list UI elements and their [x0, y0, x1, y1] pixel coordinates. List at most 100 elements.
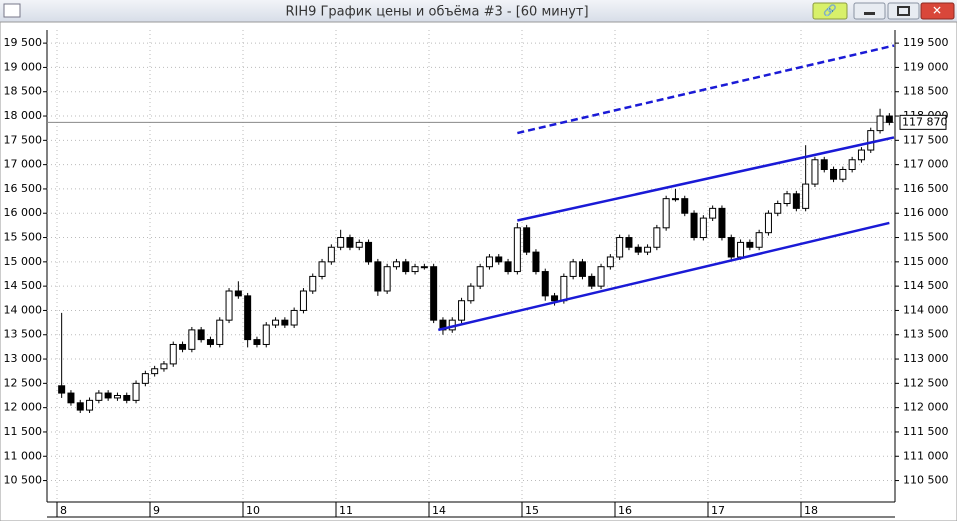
candle-body	[755, 232, 763, 248]
y2-tick-label: 111 500	[903, 425, 949, 438]
candle-body	[206, 339, 214, 345]
candle-body	[764, 212, 772, 234]
y2-tick-label: 117 000	[903, 158, 949, 171]
candle-body	[625, 237, 633, 248]
candle-body	[681, 198, 689, 214]
close-icon: ✕	[932, 4, 942, 18]
minimize-button[interactable]	[853, 2, 886, 20]
candle-body	[383, 266, 391, 292]
candle-body	[839, 168, 847, 180]
candle-body	[569, 261, 577, 277]
candle-body	[885, 115, 893, 123]
candle-body	[411, 266, 419, 273]
trend-line	[438, 221, 890, 332]
candle-body	[513, 227, 521, 273]
y2-tick-label: 115 500	[903, 231, 949, 244]
candle-body	[160, 363, 168, 370]
candle-body	[867, 130, 875, 151]
x-tick-label: 17	[711, 504, 725, 517]
candle-body	[737, 241, 745, 258]
y2-tick-label: 119 500	[903, 36, 949, 49]
y2-tick-label: 114 500	[903, 279, 949, 292]
candle-body	[532, 251, 540, 273]
y2-tick-label: 117 500	[903, 133, 949, 146]
candle-body	[123, 395, 131, 401]
y-tick-label: 16 500	[4, 182, 43, 195]
last-price-box	[899, 114, 947, 130]
candle-body	[634, 246, 642, 253]
y2-tick-label: 110 500	[903, 474, 949, 487]
candle-body	[346, 237, 354, 248]
y-tick-label: 17 500	[4, 133, 43, 146]
x-tick-label: 14	[432, 504, 446, 517]
candle-body	[811, 159, 819, 185]
candle-body	[551, 295, 559, 302]
y-tick-label: 19 500	[4, 36, 43, 49]
title-bar	[0, 0, 957, 22]
candle-body	[113, 395, 121, 399]
y-tick-label: 15 500	[4, 231, 43, 244]
link-button[interactable]	[812, 2, 848, 20]
candle-body	[216, 319, 224, 345]
candle-body	[690, 212, 698, 239]
y-tick-label: 12 500	[4, 376, 43, 389]
candle-body	[179, 343, 187, 350]
candle-body	[578, 261, 586, 277]
y-tick-label: 18 500	[4, 85, 43, 98]
y2-tick-label: 114 000	[903, 303, 949, 316]
maximize-button[interactable]	[887, 2, 920, 20]
candle-body	[857, 149, 865, 161]
candle-body	[244, 295, 252, 341]
candle-body	[197, 329, 205, 341]
y2-tick-label: 112 500	[903, 376, 949, 389]
trend-line	[517, 44, 895, 135]
candle-body	[783, 193, 791, 205]
candle-body	[104, 392, 112, 399]
candle-body	[792, 193, 800, 209]
candle-body	[616, 237, 624, 258]
candle-body	[876, 115, 884, 132]
x-tick-label: 15	[525, 504, 539, 517]
y2-tick-label: 112 000	[903, 401, 949, 414]
candle-body	[541, 271, 549, 297]
candle-body	[458, 300, 466, 321]
y2-tick-label: 118 500	[903, 85, 949, 98]
x-tick-label: 10	[246, 504, 260, 517]
candle-body	[504, 261, 512, 273]
candle-body	[272, 319, 280, 326]
candle-body	[281, 319, 289, 326]
link-icon: 🔗	[823, 3, 837, 17]
candle-body	[58, 385, 66, 394]
y-tick-label: 18 000	[4, 109, 43, 122]
y-tick-label: 15 000	[4, 255, 43, 268]
y-tick-label: 11 000	[4, 449, 43, 462]
candle-body	[523, 227, 531, 253]
candle-body	[141, 373, 149, 384]
candle-body	[95, 392, 103, 401]
candle-body	[802, 183, 810, 209]
candle-body	[848, 159, 856, 170]
y2-tick-label: 116 000	[903, 206, 949, 219]
y-tick-label: 19 000	[4, 60, 43, 73]
candle-body	[606, 256, 614, 268]
candle-body	[290, 309, 298, 326]
candle-body	[467, 285, 475, 302]
y2-tick-label: 119 000	[903, 60, 949, 73]
y2-tick-label: 113 000	[903, 352, 949, 365]
candle-body	[830, 168, 838, 180]
candle-body	[709, 207, 717, 219]
candle-body	[86, 399, 94, 411]
candle-body	[746, 241, 754, 248]
candle-body	[234, 290, 242, 297]
candle-body	[253, 339, 261, 345]
y-tick-label: 14 000	[4, 303, 43, 316]
candle-body	[644, 246, 652, 253]
y2-tick-label: 111 000	[903, 449, 949, 462]
candle-body	[662, 198, 670, 229]
candle-body	[485, 256, 493, 268]
candle-body	[299, 290, 307, 311]
window-title: RIH9 График цены и объёма #3 - [60 минут…	[285, 5, 588, 20]
y-tick-label: 13 000	[4, 352, 43, 365]
close-button[interactable]	[920, 2, 955, 20]
